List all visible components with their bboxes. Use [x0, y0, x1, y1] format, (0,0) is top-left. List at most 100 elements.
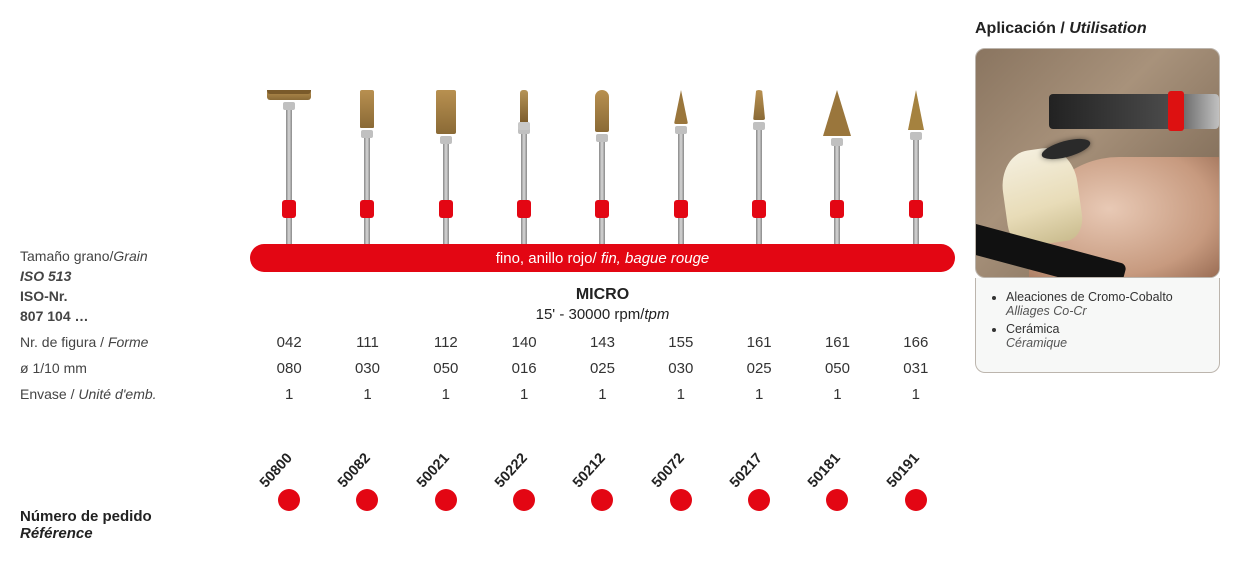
- row-pack-cell: 1: [809, 386, 865, 403]
- order-number: 50800: [257, 450, 296, 491]
- bur-tip-icon: [595, 90, 609, 132]
- label-form-es: Nr. de figura /: [20, 334, 108, 350]
- row-form-cell: 042: [261, 334, 317, 351]
- bur-shaft: [286, 110, 292, 250]
- row-pack-cell: 1: [653, 386, 709, 403]
- row-pack-cell: 1: [574, 386, 630, 403]
- order-dot-icon: [435, 489, 457, 511]
- row-pack-cell: 1: [418, 386, 474, 403]
- application-list: Aleaciones de Cromo-CobaltoAlliages Co-C…: [975, 278, 1220, 373]
- application-item: CerámicaCéramique: [1006, 322, 1205, 350]
- application-title-sep: /: [1056, 20, 1069, 37]
- bur-collar: [753, 122, 765, 130]
- order-cell: 50082: [339, 447, 395, 527]
- red-ring-icon: [439, 200, 453, 218]
- application-title-es: Aplicación: [975, 20, 1056, 37]
- row-diam-cell: 080: [261, 360, 317, 377]
- order-dot-icon: [748, 489, 770, 511]
- order-cell: 50222: [496, 447, 552, 527]
- label-pack: Envase / Unité d'emb.: [20, 386, 157, 402]
- photo-handpiece: [1049, 94, 1219, 129]
- order-cell: 50072: [653, 447, 709, 527]
- label-order: Número de pedido Référence: [20, 508, 152, 542]
- bur-collar: [283, 102, 295, 110]
- application-title-alt: Utilisation: [1069, 20, 1146, 37]
- application-title: Aplicación / Utilisation: [975, 20, 1220, 38]
- grain-text-alt: fin, bague rouge: [601, 250, 709, 267]
- bur-shaft: [364, 138, 370, 250]
- row-form: 042111112140143155161161166: [240, 329, 965, 355]
- bur-155-030: [653, 90, 709, 250]
- order-dot-icon: [591, 489, 613, 511]
- order-cell: 50217: [731, 447, 787, 527]
- bur-shaft: [599, 142, 605, 250]
- row-diam-cell: 025: [574, 360, 630, 377]
- row-pack-cell: 1: [731, 386, 787, 403]
- row-labels-column: Tamaño grano/Grain ISO 513 ISO-Nr. 807 1…: [0, 0, 240, 562]
- label-pack-es: Envase /: [20, 386, 78, 402]
- label-order-es: Número de pedido: [20, 508, 152, 525]
- bur-shaft: [443, 144, 449, 250]
- label-grain: Tamaño grano/Grain: [20, 248, 148, 264]
- bur-shaft: [521, 134, 527, 250]
- series-name: MICRO: [240, 286, 965, 304]
- rpm-line: 15' - 30000 rpm/tpm: [240, 306, 965, 323]
- row-form-cell: 161: [809, 334, 865, 351]
- bur-collar: [675, 126, 687, 134]
- row-form-cell: 143: [574, 334, 630, 351]
- order-number: 50181: [805, 450, 844, 491]
- label-grain-alt: Grain: [113, 248, 147, 264]
- row-diam-cell: 030: [339, 360, 395, 377]
- bur-collar: [361, 130, 373, 138]
- row-diam-cell: 031: [888, 360, 944, 377]
- order-number: 50222: [492, 450, 531, 491]
- bur-161-025: [731, 90, 787, 250]
- row-diam-cell: 050: [418, 360, 474, 377]
- application-item: Aleaciones de Cromo-CobaltoAlliages Co-C…: [1006, 290, 1205, 318]
- bur-tip-icon: [674, 90, 688, 124]
- bur-collar: [440, 136, 452, 144]
- bur-042-080: [261, 90, 317, 250]
- order-number: 50021: [414, 450, 453, 491]
- order-dot-icon: [670, 489, 692, 511]
- bur-tip-icon: [360, 90, 374, 128]
- grain-text-es: fino, anillo rojo/: [496, 250, 597, 267]
- label-form-alt: Forme: [108, 334, 148, 350]
- photo-red-ring: [1168, 91, 1184, 131]
- order-cell: 50191: [888, 447, 944, 527]
- red-ring-icon: [752, 200, 766, 218]
- bur-shaft: [913, 140, 919, 250]
- row-form-cell: 140: [496, 334, 552, 351]
- red-ring-icon: [282, 200, 296, 218]
- row-diam-cell: 030: [653, 360, 709, 377]
- layout-root: Tamaño grano/Grain ISO 513 ISO-Nr. 807 1…: [0, 0, 1245, 562]
- row-form-cell: 112: [418, 334, 474, 351]
- bur-161-050: [809, 90, 865, 250]
- bur-shaft: [756, 130, 762, 250]
- bur-collar: [910, 132, 922, 140]
- row-diam-cell: 016: [496, 360, 552, 377]
- bur-shaft: [834, 146, 840, 250]
- order-dot-icon: [905, 489, 927, 511]
- order-cell: 50181: [809, 447, 865, 527]
- label-pack-alt: Unité d'emb.: [78, 386, 156, 402]
- label-diam: ø 1/10 mm: [20, 360, 87, 376]
- application-item-alt: Céramique: [1006, 336, 1067, 350]
- application-photo: [975, 48, 1220, 278]
- application-item-es: Aleaciones de Cromo-Cobalto: [1006, 290, 1173, 304]
- bur-140-016: [496, 90, 552, 250]
- order-dot-icon: [356, 489, 378, 511]
- label-iso-nr: ISO-Nr.: [20, 288, 67, 304]
- bur-tip-icon: [908, 90, 924, 130]
- row-order: 5080050082500215022250212500725021750181…: [240, 447, 965, 527]
- bur-tip-icon: [267, 90, 311, 100]
- label-iso: ISO 513: [20, 268, 71, 284]
- label-form: Nr. de figura / Forme: [20, 334, 148, 350]
- order-dot-icon: [826, 489, 848, 511]
- application-item-es: Cerámica: [1006, 322, 1060, 336]
- label-grain-es: Tamaño grano/: [20, 248, 113, 264]
- grain-color-bar: fino, anillo rojo/ fin, bague rouge: [250, 244, 955, 272]
- bur-tip-icon: [753, 90, 765, 120]
- order-cell: 50800: [261, 447, 317, 527]
- application-panel: Aplicación / Utilisation Aleaciones de C…: [965, 0, 1245, 562]
